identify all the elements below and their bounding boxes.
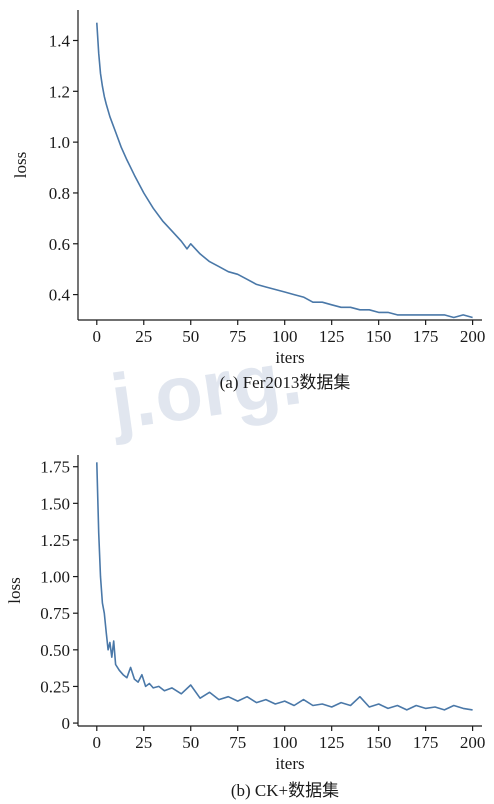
y-tick-label: 0.25: [40, 677, 70, 696]
chart-b-caption: (b) CK+数据集: [231, 781, 339, 800]
chart-a: 0.4 0.6 0.8 1.0 1.2 1.4 0 25 50 75 100 125 150 175 20…: [11, 10, 485, 392]
x-tick-label: 25: [135, 733, 152, 752]
chart-a-x-ticks: 0 25 50 75 100 125 150 175 200: [93, 320, 486, 346]
chart-a-y-ticks: 0.4 0.6 0.8 1.0 1.2 1.4: [49, 31, 78, 305]
y-tick-label: 1.75: [40, 458, 70, 477]
y-tick-label: 1.0: [49, 133, 70, 152]
x-tick-label: 0: [93, 327, 102, 346]
x-tick-label: 25: [135, 327, 152, 346]
chart-b: 0 0.25 0.50 0.75 1.00 1.25 1.50 1.75 0 25 50 75 100…: [5, 455, 485, 800]
chart-b-x-label: iters: [275, 754, 304, 773]
y-tick-label: 0.75: [40, 604, 70, 623]
y-tick-label: 1.4: [49, 31, 71, 50]
x-tick-label: 150: [366, 327, 392, 346]
y-tick-label: 0.6: [49, 235, 70, 254]
y-tick-label: 1.25: [40, 531, 70, 550]
y-tick-label: 1.00: [40, 568, 70, 587]
x-tick-label: 50: [182, 327, 199, 346]
chart-b-y-ticks: 0 0.25 0.50 0.75 1.00 1.25 1.50 1.75: [40, 458, 78, 733]
chart-a-x-label: iters: [275, 348, 304, 367]
chart-b-y-label: loss: [5, 577, 24, 603]
x-tick-label: 175: [413, 733, 439, 752]
y-tick-label: 0: [62, 714, 71, 733]
x-tick-label: 100: [272, 733, 298, 752]
x-tick-label: 0: [93, 733, 102, 752]
y-tick-label: 0.8: [49, 184, 70, 203]
y-tick-label: 1.2: [49, 82, 70, 101]
x-tick-label: 125: [319, 733, 345, 752]
chart-b-x-ticks: 0 25 50 75 100 125 150 175 200: [93, 726, 486, 752]
y-tick-label: 0.50: [40, 641, 70, 660]
x-tick-label: 200: [460, 327, 486, 346]
x-tick-label: 175: [413, 327, 439, 346]
x-tick-label: 75: [229, 733, 246, 752]
x-tick-label: 50: [182, 733, 199, 752]
x-tick-label: 125: [319, 327, 345, 346]
y-tick-label: 0.4: [49, 286, 71, 305]
x-tick-label: 200: [460, 733, 486, 752]
chart-a-caption: (a) Fer2013数据集: [220, 373, 351, 392]
chart-a-loss-line: [96, 22, 473, 319]
y-tick-label: 1.50: [40, 494, 70, 513]
x-tick-label: 150: [366, 733, 392, 752]
x-tick-label: 75: [229, 327, 246, 346]
x-tick-label: 100: [272, 327, 298, 346]
chart-b-loss-line: [96, 462, 473, 711]
chart-a-y-label: loss: [11, 152, 30, 178]
